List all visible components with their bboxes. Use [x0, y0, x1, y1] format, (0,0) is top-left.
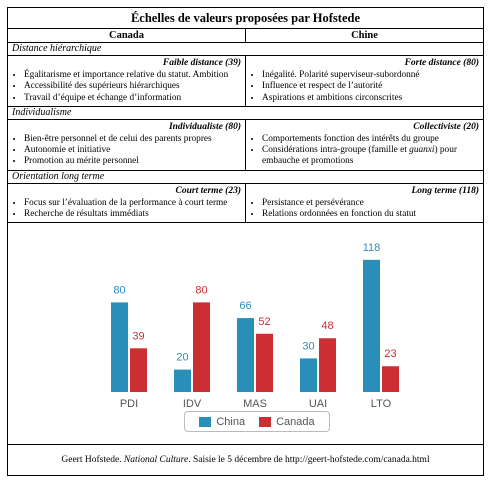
section-row: Court terme (23) Focus sur l’évaluation … — [8, 183, 483, 224]
list-item: Relations ordonnées en fonction du statu… — [262, 209, 479, 220]
legend-label-canada: Canada — [276, 415, 315, 428]
data-label-canada-uai: 48 — [321, 321, 333, 333]
list-item: Égalitarisme et importance relative du s… — [24, 70, 241, 81]
list-item: Bien-être personnel et de celui des pare… — [24, 134, 241, 145]
section-row: Faible distance (39) Égalitarisme et imp… — [8, 56, 483, 107]
section-title: Orientation long terme — [8, 171, 483, 184]
x-tick-label-mas: MAS — [243, 398, 267, 408]
bar-canada-uai[interactable] — [319, 338, 336, 393]
data-label-canada-pdi: 39 — [132, 331, 144, 343]
guanxi-term: guanxi — [409, 145, 435, 156]
list-item: Aspirations et ambitions circonscrites — [262, 93, 479, 104]
x-tick-label-uai: UAI — [309, 398, 327, 408]
x-tick-label-pdi: PDI — [120, 398, 138, 408]
section-title: Distance hiérarchique — [8, 43, 483, 56]
bar-canada-idv[interactable] — [193, 302, 210, 393]
list-item: Promotion au mérite personnel — [24, 156, 241, 167]
chine-cell: Collectiviste (20) Comportements fonctio… — [246, 120, 483, 170]
chine-heading: Long terme (118) — [411, 185, 479, 196]
bar-canada-pdi[interactable] — [130, 348, 147, 393]
data-label-china-pdi: 80 — [113, 285, 125, 297]
data-label-canada-mas: 52 — [258, 316, 270, 328]
section-row: Individualiste (80) Bien-être personnel … — [8, 119, 483, 171]
list-item: Travail d’équipe et échange d’informatio… — [24, 93, 241, 104]
section-title: Individualisme — [8, 107, 483, 120]
list-item: Persistance et persévérance — [262, 198, 479, 209]
bar-china-mas[interactable] — [237, 318, 254, 393]
list-item: Inégalité. Polarité superviseur-subordon… — [262, 70, 479, 81]
data-label-china-idv: 20 — [176, 352, 188, 364]
data-label-china-lto: 118 — [363, 242, 381, 254]
legend-item-china[interactable]: China — [199, 416, 245, 428]
canada-heading: Faible distance (39) — [162, 58, 241, 68]
canada-cell: Faible distance (39) Égalitarisme et imp… — [8, 56, 246, 106]
bar-chart-svg: 80 39 PDI 20 80 IDV 66 52 MAS 30 48 UAI 118 23 LTO — [111, 242, 399, 408]
legend-label-china: China — [216, 415, 246, 428]
canada-heading: Court terme (23) — [175, 185, 241, 196]
hofstede-chart: 80 39 PDI 20 80 IDV 66 52 MAS 30 48 UAI 118 23 LTO Chi… — [8, 223, 483, 446]
bar-china-idv[interactable] — [174, 369, 191, 393]
footer-work-title: National Culture — [123, 455, 189, 466]
table-title: Échelles de valeurs proposées par Hofste… — [8, 8, 483, 29]
data-label-china-mas: 66 — [239, 300, 251, 312]
list-item: Autonomie et initiative — [24, 145, 241, 156]
bar-canada-lto[interactable] — [382, 366, 399, 393]
chine-cell: Long terme (118) Persistance et persévér… — [246, 184, 483, 223]
canada-cell: Individualiste (80) Bien-être personnel … — [8, 119, 246, 170]
source-footer: Geert Hofstede. National Culture. Saisie… — [8, 445, 483, 475]
footer-author: Geert Hofstede. — [61, 455, 124, 466]
bar-china-lto[interactable] — [363, 260, 380, 393]
list-item: Comportements fonction des intérêts du g… — [262, 134, 479, 145]
list-item: Recherche de résultats immédiats — [24, 209, 241, 220]
list-item: Accessibilité des supérieurs hiérarchiqu… — [24, 81, 241, 92]
data-label-canada-lto: 23 — [384, 349, 396, 361]
bar-china-uai[interactable] — [300, 358, 317, 393]
bar-canada-mas[interactable] — [256, 334, 273, 393]
chine-heading: Forte distance (80) — [404, 58, 479, 68]
canada-cell: Court terme (23) Focus sur l’évaluation … — [8, 183, 246, 223]
list-item: Focus sur l’évaluation de la performance… — [24, 198, 241, 209]
data-label-china-uai: 30 — [302, 341, 314, 353]
bar-china-pdi[interactable] — [111, 302, 128, 393]
chine-heading: Collectiviste (20) — [413, 121, 479, 132]
column-header-canada: Canada — [8, 29, 246, 42]
chine-cell: Forte distance (80) Inégalité. Polarité … — [246, 56, 483, 106]
column-header-chine: Chine — [351, 30, 378, 41]
list-item: Influence et respect de l’autorité — [262, 81, 479, 92]
chart-legend: China Canada — [184, 411, 330, 433]
data-label-canada-idv: 80 — [195, 285, 207, 297]
column-headers: Canada Chine — [8, 29, 483, 43]
legend-swatch-canada — [259, 416, 272, 427]
canada-heading: Individualiste (80) — [168, 121, 241, 132]
x-tick-label-lto: LTO — [371, 398, 392, 408]
list-item: Considérations intra-groupe (famille et … — [262, 145, 479, 168]
hofstede-table: Échelles de valeurs proposées par Hofste… — [7, 7, 484, 476]
legend-swatch-china — [199, 416, 212, 427]
legend-item-canada[interactable]: Canada — [259, 416, 315, 428]
x-tick-label-idv: IDV — [183, 398, 202, 408]
footer-retrieval: . Saisie le 5 décembre de http://geert-h… — [188, 455, 430, 466]
